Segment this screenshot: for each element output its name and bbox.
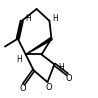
Text: H: H <box>52 14 58 23</box>
Text: O: O <box>65 73 72 82</box>
Text: H: H <box>16 54 21 63</box>
Text: O: O <box>45 82 51 91</box>
Text: O: O <box>19 83 26 92</box>
Polygon shape <box>25 38 52 55</box>
Text: H: H <box>25 14 30 23</box>
Text: H: H <box>58 62 64 71</box>
